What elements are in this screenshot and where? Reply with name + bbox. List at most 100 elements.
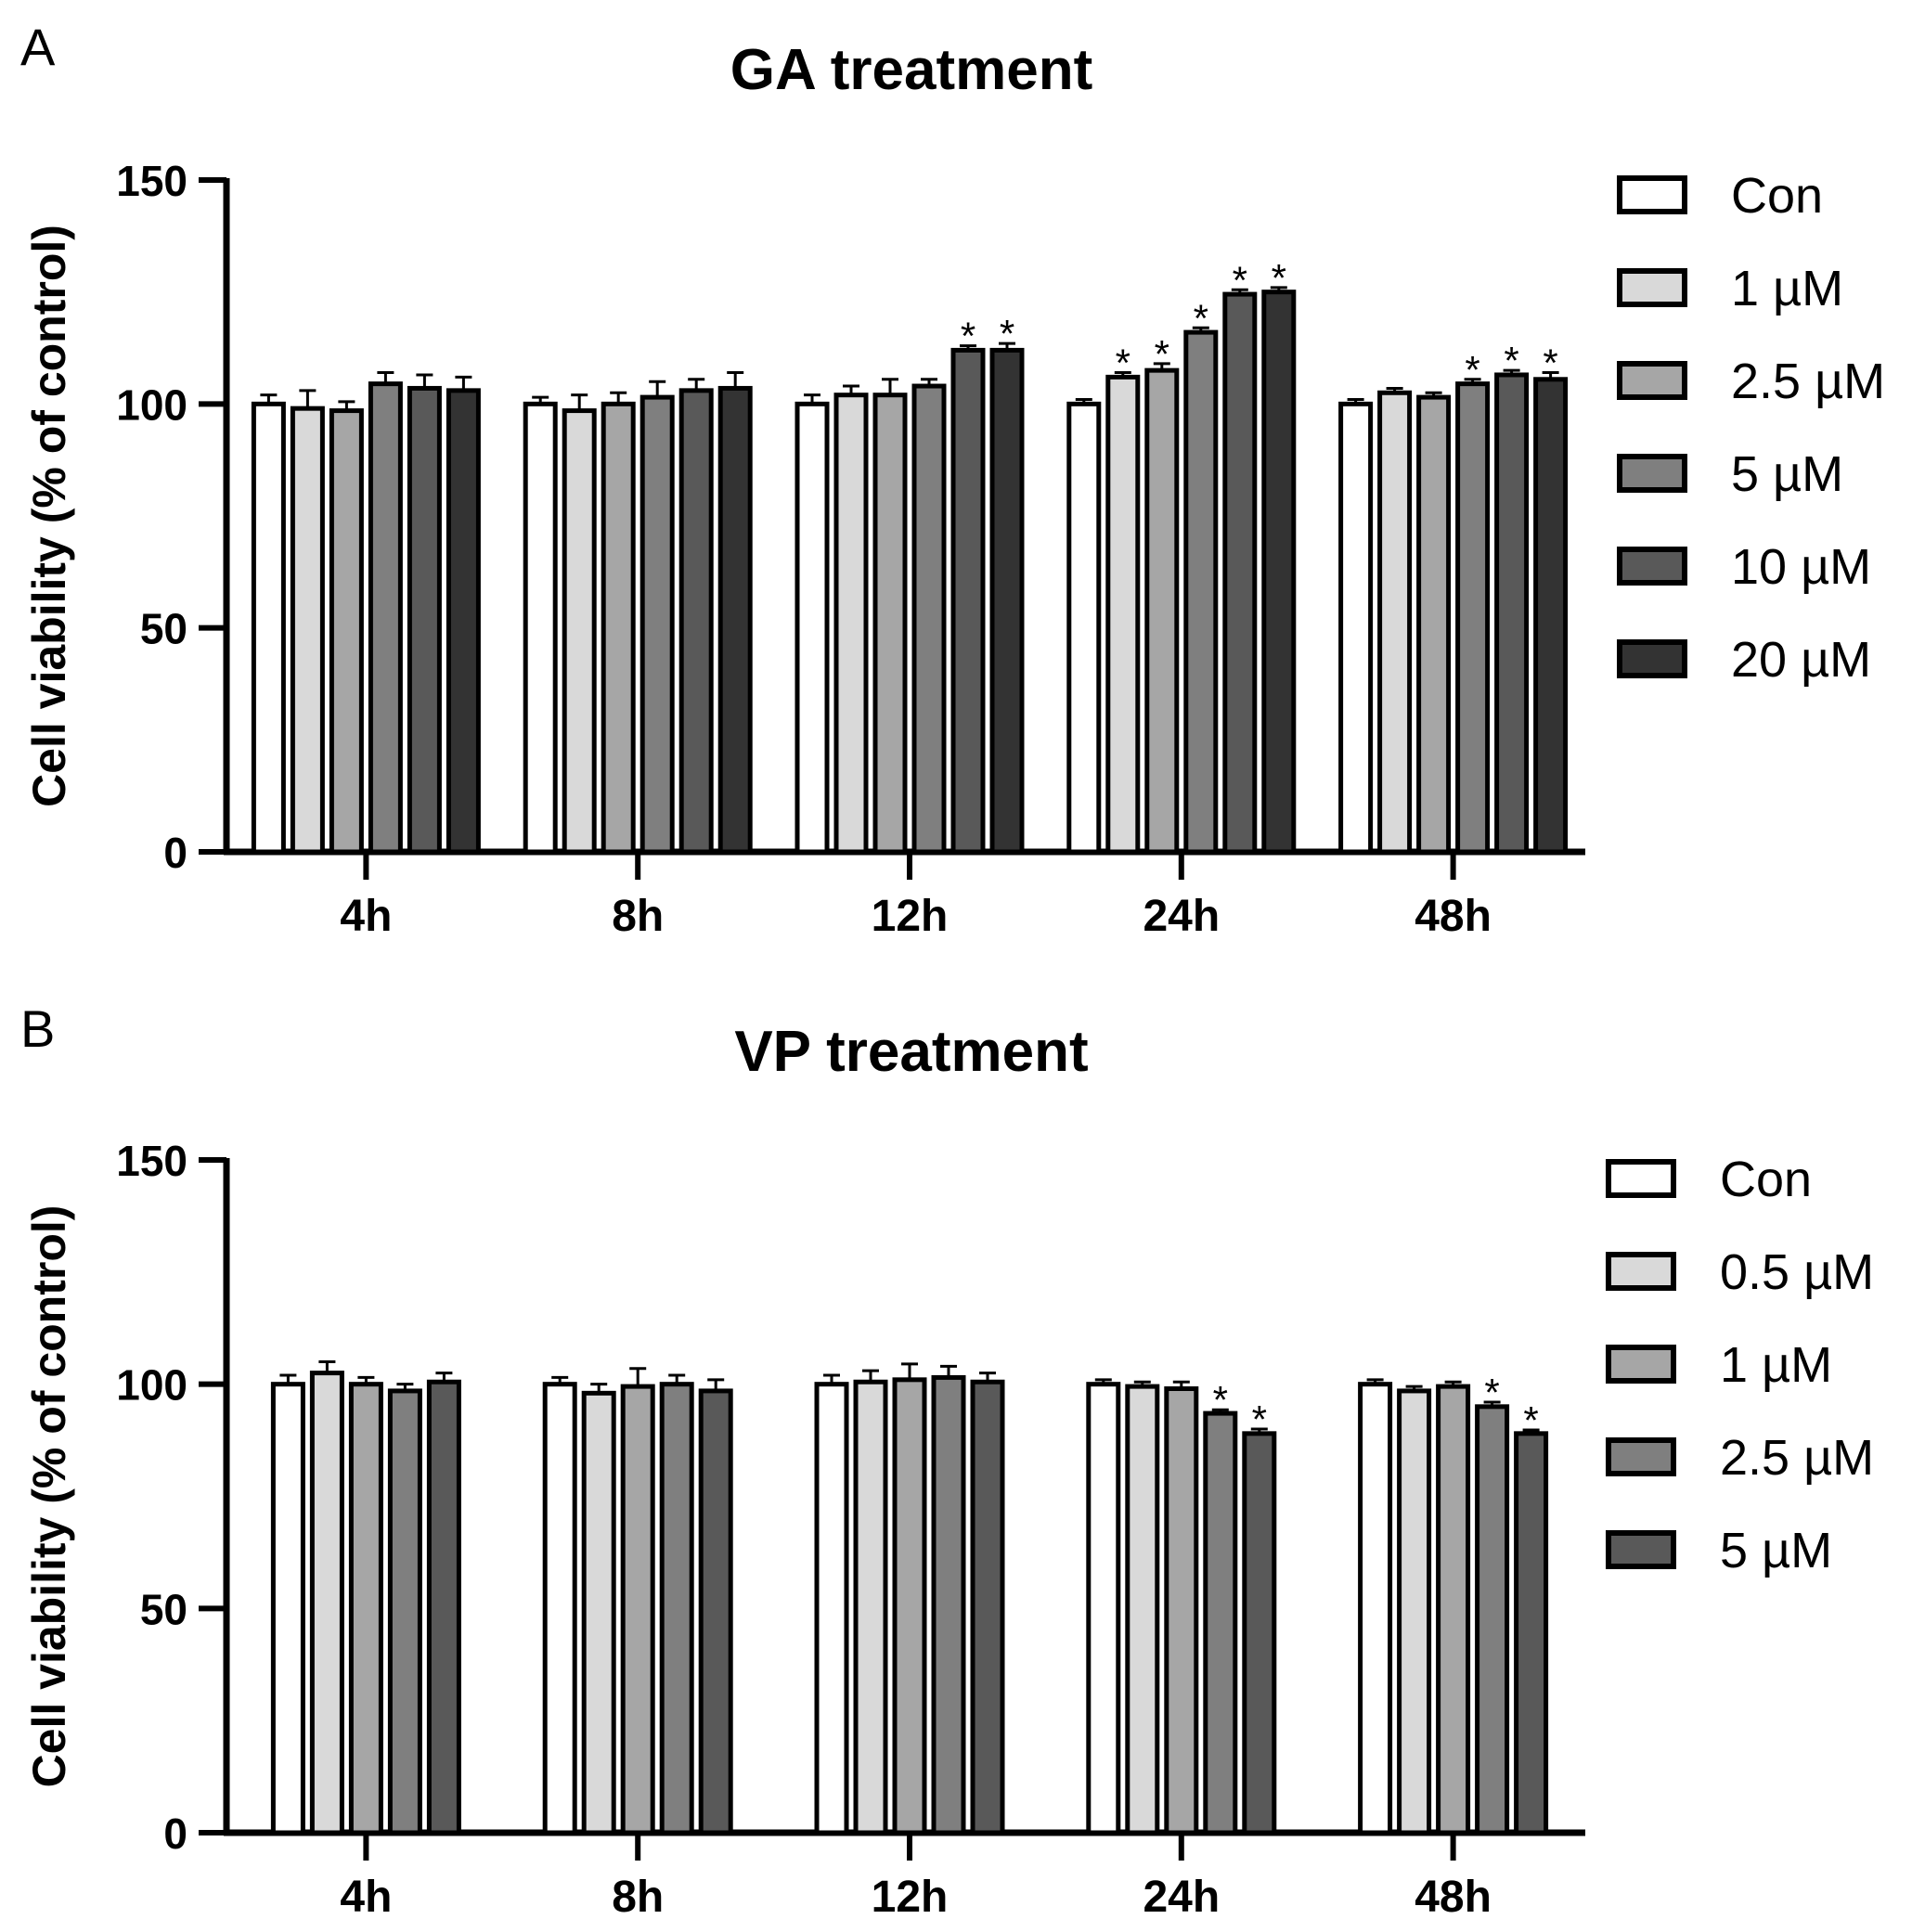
x-tick-label: 8h [612,892,664,941]
legend-label: 5 µM [1720,1523,1832,1578]
bar [1338,401,1374,855]
panel-label: B [20,999,55,1058]
bar [639,394,675,855]
bar [1397,1388,1432,1835]
bar [1514,1431,1549,1835]
legend-label: 1 µM [1720,1337,1832,1393]
legend-label: Con [1720,1152,1812,1207]
bar [989,347,1025,855]
significance-marker: * [1194,296,1208,340]
legend-swatch [1606,1437,1676,1476]
significance-marker: * [1484,1371,1499,1414]
legend-label: 2.5 µM [1731,354,1885,409]
bar [931,1374,966,1835]
bar [1475,1404,1510,1835]
bar [1125,1384,1160,1835]
bar [795,401,830,855]
x-tick-label: 12h [872,1873,949,1922]
y-axis-label: Cell viability (% of control) [23,225,75,807]
y-tick-label: 0 [163,829,187,877]
legend-swatch [1617,547,1687,586]
x-tick-label: 48h [1415,1873,1492,1922]
bar [892,1377,927,1835]
bar [970,1379,1005,1835]
bar [251,401,286,855]
chart-title: VP treatment [734,1020,1088,1084]
bar [1377,390,1413,855]
chart-title: GA treatment [730,38,1092,102]
x-tick-label: 12h [872,892,949,941]
bar [562,408,597,855]
bar [1066,401,1102,855]
y-tick-label: 150 [116,157,187,205]
bar [387,1388,422,1835]
bar [872,393,908,855]
legend-label: 10 µM [1731,539,1871,595]
bar [348,1382,383,1835]
significance-marker: * [1116,341,1130,385]
bar [368,381,403,855]
bar [814,1382,849,1835]
bar [309,1371,344,1835]
bar [1242,1431,1277,1835]
bar [620,1384,655,1835]
bar [717,385,753,855]
bar [911,383,947,855]
significance-marker: * [1504,339,1518,382]
x-tick-label: 24h [1143,892,1220,941]
significance-marker: * [1543,341,1557,385]
x-tick-label: 24h [1143,1873,1220,1922]
y-tick-label: 50 [140,1585,187,1633]
legend-swatch [1606,1159,1676,1198]
bar [426,1379,461,1835]
y-tick-label: 0 [163,1810,187,1858]
significance-marker: * [1000,312,1014,355]
bar [1416,394,1452,855]
chart-panel-b: B VP treatment Cell viability (% of contro… [20,999,1874,1922]
bar [1222,291,1258,855]
bar [950,347,986,855]
bar [1358,1382,1393,1835]
y-tick-label: 100 [116,1361,187,1410]
bar [523,401,558,855]
bar [1164,1386,1199,1835]
bar [581,1390,616,1835]
bar [678,388,714,855]
bar [1183,329,1219,855]
significance-marker: * [1213,1378,1228,1422]
bar [1533,377,1569,855]
bar [270,1382,305,1835]
bar [601,401,636,855]
bar [329,408,364,855]
legend-swatch [1617,454,1687,493]
legend-swatch [1617,175,1687,214]
legend-label: 20 µM [1731,632,1871,688]
bar [290,406,325,855]
x-tick-label: 8h [612,1873,664,1922]
bar [542,1382,577,1835]
legend-label: 2.5 µM [1720,1430,1874,1486]
bar [1261,290,1297,855]
x-tick-label: 4h [340,1873,392,1922]
legend-swatch [1617,268,1687,307]
significance-marker: * [1252,1397,1267,1441]
legend-label: Con [1731,168,1823,224]
panel-label: A [20,18,56,76]
y-tick-label: 100 [116,380,187,429]
x-tick-label: 4h [340,892,392,941]
significance-marker: * [961,315,975,358]
legend-swatch [1617,361,1687,400]
bar [833,393,869,855]
bar [1436,1384,1471,1835]
chart-panel-a: A GA treatment Cell viability (% of contro… [20,18,1885,941]
bar [659,1382,694,1835]
bar [1086,1382,1121,1835]
bar [446,388,481,855]
bar [853,1379,888,1835]
legend-swatch [1606,1345,1676,1384]
legend-label: 1 µM [1731,261,1843,316]
legend-swatch [1617,639,1687,678]
legend: Con 1 µM 2.5 µM 5 µM 10 µM 20 µM [1617,168,1885,688]
legend: Con 0.5 µM 1 µM 2.5 µM 5 µM [1606,1152,1874,1578]
